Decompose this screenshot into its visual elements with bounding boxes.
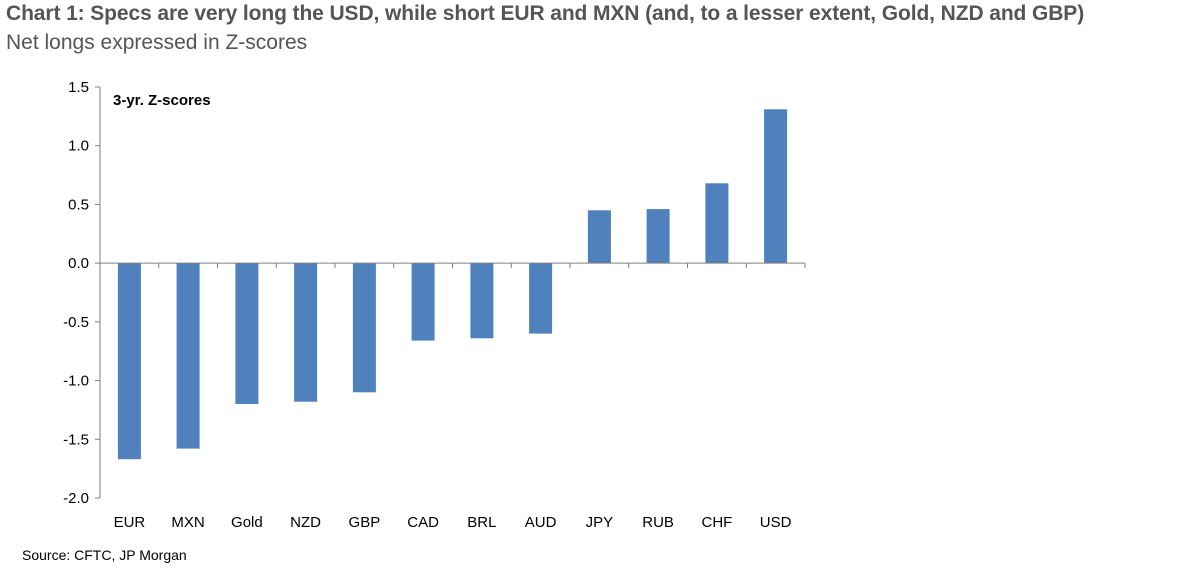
- x-axis: EUR MXN Gold NZD GBP CAD BRL AUD JPY RUB CHF USD: [100, 262, 806, 531]
- x-tick-label-chf: CHF: [701, 514, 732, 531]
- bar-aud: [529, 263, 553, 334]
- bar-usd: [764, 109, 788, 264]
- bar-gbp: [352, 263, 376, 393]
- bar-jpy: [587, 210, 611, 264]
- bar-chf: [705, 183, 729, 264]
- x-tick-label-cad: CAD: [407, 514, 439, 531]
- chart-title: Chart 1: Specs are very long the USD, wh…: [6, 2, 1085, 25]
- y-tick-label: 0.0: [68, 255, 89, 272]
- x-tick-label-mxn: MXN: [171, 514, 204, 531]
- y-tick-label: -2.0: [63, 490, 89, 507]
- bar-mxn: [176, 263, 200, 449]
- y-tick-label: 1.5: [68, 79, 89, 96]
- bars-group: [117, 109, 788, 460]
- x-tick-label-gold: Gold: [231, 514, 263, 531]
- bar-brl: [470, 263, 494, 339]
- y-axis: 1.5 1.0 0.5 0.0 -0.5 -1.0 -1.5 -2.0: [63, 79, 101, 507]
- bar-rub: [646, 209, 670, 264]
- x-tick-label-eur: EUR: [114, 514, 146, 531]
- x-tick-label-gbp: GBP: [349, 514, 381, 531]
- x-tick-label-nzd: NZD: [290, 514, 321, 531]
- x-tick-label-rub: RUB: [642, 514, 674, 531]
- z-score-annotation: 3-yr. Z-scores: [113, 92, 211, 109]
- bar-gold: [235, 263, 259, 404]
- bar-eur: [117, 263, 141, 460]
- x-tick-label-usd: USD: [760, 514, 792, 531]
- y-tick-label: 0.5: [68, 196, 89, 213]
- y-tick-label: 1.0: [68, 138, 89, 155]
- source-note: Source: CFTC, JP Morgan: [22, 547, 187, 563]
- y-tick-label: -0.5: [63, 314, 89, 331]
- x-tick-label-brl: BRL: [467, 514, 496, 531]
- chart-subtitle: Net longs expressed in Z-scores: [6, 31, 308, 54]
- y-tick-label: -1.0: [63, 373, 89, 390]
- x-tick-label-jpy: JPY: [586, 514, 614, 531]
- x-tick-label-aud: AUD: [525, 514, 557, 531]
- bar-cad: [411, 263, 435, 341]
- bar-nzd: [294, 263, 318, 402]
- y-tick-label: -1.5: [63, 431, 89, 448]
